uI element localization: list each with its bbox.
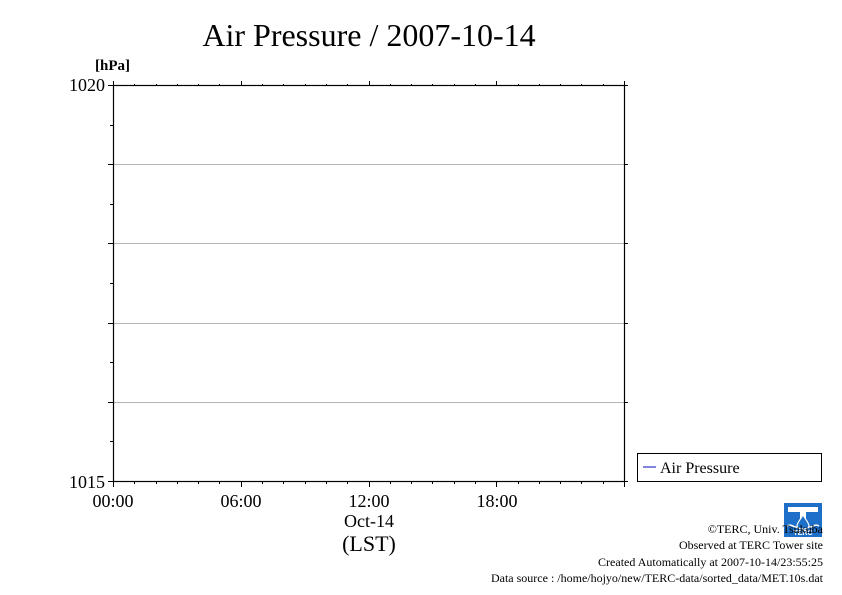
y-tick-label-bottom: 1015: [69, 472, 105, 492]
x-tick-label-1200: 12:00: [348, 491, 389, 511]
legend-box: [637, 453, 822, 482]
chart-title: Air Pressure / 2007-10-14: [202, 17, 535, 53]
logo-text: TERC: [793, 530, 812, 537]
y-axis-unit-label: [hPa]: [95, 58, 130, 74]
legend-label-air-pressure: Air Pressure: [660, 460, 740, 477]
axes: [108, 81, 628, 487]
x-tick-label-0000: 00:00: [92, 491, 133, 511]
credit-source: Data source : /home/hojyo/new/TERC-data/…: [490, 571, 823, 586]
grid: [113, 164, 624, 403]
y-tick-label-top: 1020: [69, 75, 105, 95]
terc-logo-icon: TERC: [784, 503, 822, 537]
x-tick-label-1800: 18:00: [476, 491, 517, 511]
credit-copyright: ©TERC, Univ. Tsukuba: [707, 522, 823, 536]
credit-created: Created Automatically at 2007-10-14/23:5…: [598, 554, 823, 569]
plot-frame: [112, 84, 626, 483]
credits: ©TERC, Univ. Tsukuba Observed at TERC To…: [491, 521, 823, 587]
x-tick-label-0600: 06:00: [220, 491, 261, 511]
x-axis-label: (LST): [342, 531, 396, 556]
credit-observed: Observed at TERC Tower site: [678, 538, 823, 553]
x-date-label: Oct-14: [344, 511, 394, 531]
